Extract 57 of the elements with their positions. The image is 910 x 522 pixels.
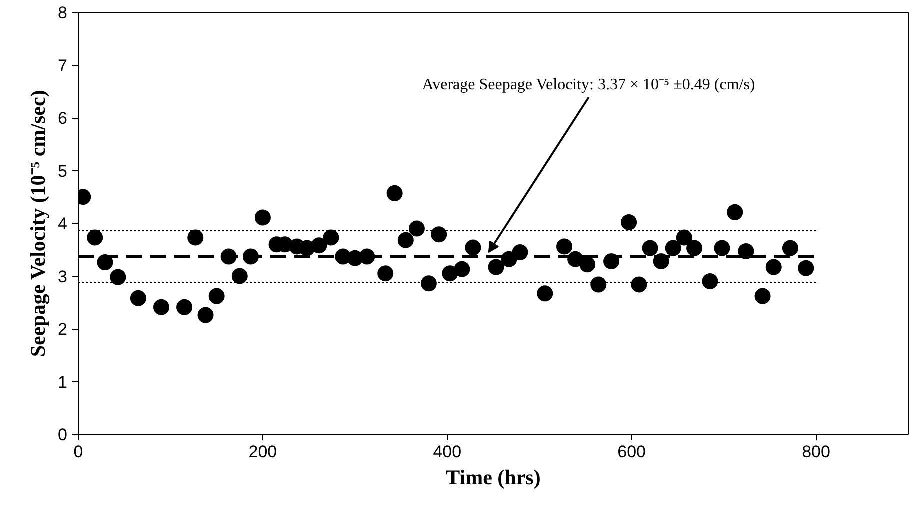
point [386,185,403,202]
x-tick-label: 600 [618,442,646,462]
point [176,299,193,316]
y-tick-label: 4 [58,214,68,234]
point [621,214,638,230]
annotation: Average Seepage Velocity: 3.37 × 10⁻⁵ ±0.49 (cm/s) [422,76,756,94]
y-axis-title: Seepage Velocity (10⁻⁵ cm/sec) [26,90,50,358]
point [323,230,340,246]
y-tick-label: 6 [58,109,68,128]
point [686,240,703,256]
point [590,276,607,293]
point [782,240,798,256]
point [702,274,718,290]
point [208,288,225,304]
point [110,269,126,286]
y-tick-label: 1 [58,372,68,392]
y-tick-label: 2 [58,320,68,339]
x-tick-label: 200 [248,442,278,462]
point [642,240,658,256]
point [154,299,170,316]
point [676,230,692,246]
point [631,276,648,293]
point [714,240,730,256]
point [232,268,248,284]
point [431,226,448,243]
point [665,240,682,256]
point [378,266,394,282]
point [766,259,782,276]
point [188,230,204,246]
point [398,232,414,248]
point [580,256,596,273]
point [130,290,146,306]
point [420,276,437,292]
point [311,238,328,254]
point [87,230,104,246]
point [738,243,754,260]
x-tick-label: 0 [74,442,84,462]
point [198,307,214,324]
point [537,286,554,302]
x-axis-title: Time (hrs) [446,466,541,490]
point [556,238,573,255]
point [454,261,470,278]
point [727,204,744,220]
x-tick-label: 400 [433,442,462,462]
x-tick-label: 800 [802,442,830,462]
point [488,259,504,276]
point [754,288,771,304]
y-tick-label: 0 [58,426,68,444]
y-tick-label: 7 [58,56,68,76]
point [465,240,482,256]
y-tick-label: 8 [58,4,68,22]
y-tick-label: 5 [58,162,68,181]
point [408,220,425,237]
point [798,260,814,276]
y-tick-label: 3 [58,267,68,286]
point [254,210,271,226]
point [442,266,458,282]
